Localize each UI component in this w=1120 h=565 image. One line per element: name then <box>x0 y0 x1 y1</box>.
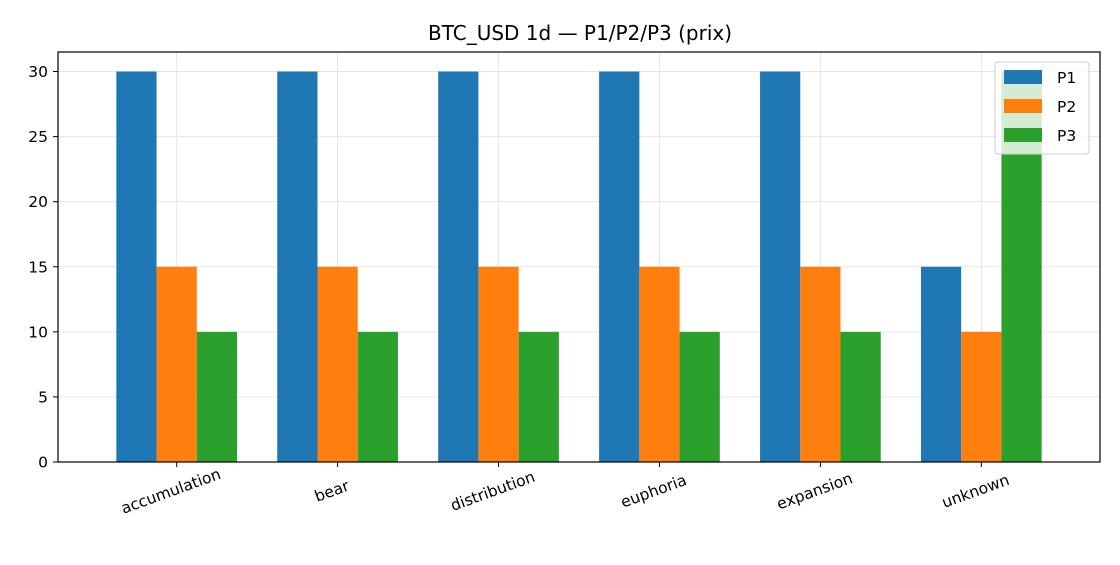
y-tick-label: 10 <box>28 323 48 341</box>
bar-p2-euphoria <box>639 266 680 462</box>
bar-p1-euphoria <box>599 71 640 463</box>
legend-label-p3: P3 <box>1057 127 1076 145</box>
legend-swatch-p3 <box>1004 128 1042 142</box>
y-tick-label: 30 <box>28 63 48 81</box>
bar-p3-expansion <box>840 331 881 462</box>
bar-p1-accumulation <box>116 71 157 463</box>
plot-frame <box>57 51 1101 463</box>
bar-p1-distribution <box>438 71 479 463</box>
chart-title: BTC_USD 1d — P1/P2/P3 (prix) <box>428 21 732 45</box>
bar-p2-expansion <box>800 266 841 462</box>
bar-p1-expansion <box>760 71 801 463</box>
y-tick-label: 5 <box>38 388 48 406</box>
bar-p3-bear <box>357 331 398 462</box>
y-tick-label: 20 <box>28 193 48 211</box>
bar-p3-accumulation <box>196 331 238 462</box>
legend-swatch-p2 <box>1004 99 1042 113</box>
legend-label-p2: P2 <box>1057 98 1076 116</box>
y-tick-label: 0 <box>38 454 48 472</box>
bar-p1-bear <box>277 71 318 463</box>
bar-p2-accumulation <box>156 266 197 462</box>
bar-p2-unknown <box>961 331 1002 462</box>
bar-p1-unknown <box>920 266 962 462</box>
bar-p2-distribution <box>478 266 519 462</box>
y-tick-label: 25 <box>28 128 48 146</box>
y-tick-label: 15 <box>28 258 48 276</box>
bars <box>116 71 1042 463</box>
bar-p3-distribution <box>518 331 559 462</box>
bar-p3-euphoria <box>679 331 720 462</box>
legend-label-p1: P1 <box>1057 69 1076 87</box>
bar-p2-bear <box>317 266 358 462</box>
legend-swatch-p1 <box>1004 70 1042 84</box>
legend: P1 P2 P3 <box>994 61 1090 155</box>
